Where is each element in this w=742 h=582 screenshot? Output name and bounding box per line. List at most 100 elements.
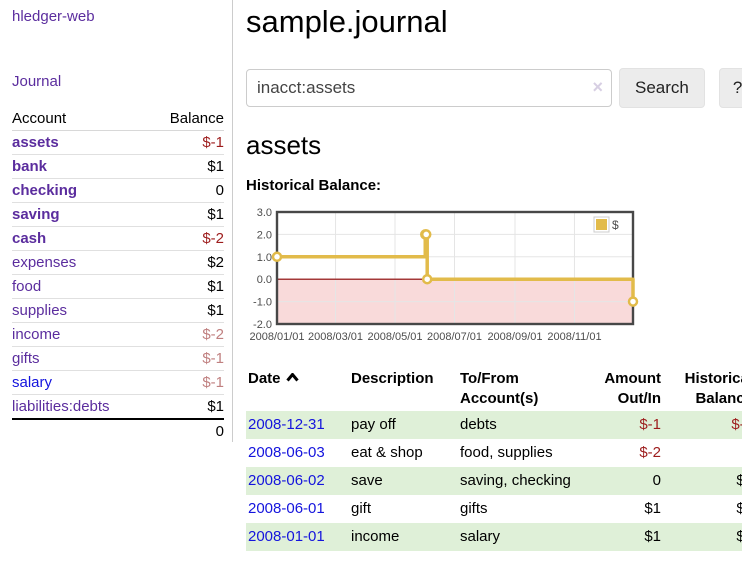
account-name-cell: liabilities:debts [12, 395, 148, 420]
transaction-amount: $-2 [639, 444, 661, 461]
transaction-description: save [351, 472, 383, 489]
transaction-description: income [351, 528, 400, 545]
legend-label: $ [612, 218, 619, 232]
transaction-accounts: gifts [460, 500, 488, 517]
account-link[interactable]: gifts [12, 350, 40, 367]
transaction-amount: $1 [644, 500, 661, 517]
account-link[interactable]: salary [12, 374, 53, 391]
register-col-amount: Amount Out/In [604, 370, 661, 407]
y-tick-label: 1.0 [257, 252, 272, 264]
x-tick-label: 2008/07/01 [427, 331, 482, 342]
account-row: bank $1 [12, 154, 224, 179]
transaction-accounts: food, supplies [460, 444, 553, 461]
y-tick-label: -1.0 [253, 297, 272, 309]
account-link[interactable]: bank [12, 158, 48, 175]
transaction-date: 2008-06-03 [246, 439, 349, 467]
x-tick-label: 2008/09/01 [487, 331, 542, 342]
page-title: sample.journal [246, 4, 448, 39]
account-link[interactable]: liabilities:debts [12, 398, 110, 415]
plot-border [275, 210, 635, 326]
transaction-date: 2008-01-01 [246, 523, 349, 551]
register-row: 2008-06-02 save saving, checking 0 $2 [246, 467, 742, 495]
account-row: liabilities:debts $1 [12, 395, 224, 420]
transaction-date: 2008-06-01 [246, 495, 349, 523]
accounts-col-account: Account [12, 107, 149, 131]
account-link[interactable]: saving [12, 206, 60, 223]
account-link[interactable]: cash [12, 230, 47, 247]
app-title-link[interactable]: hledger-web [12, 8, 95, 25]
register-row: 2008-06-01 gift gifts $1 $2 [246, 495, 742, 523]
account-link[interactable]: supplies [12, 302, 68, 319]
account-row: gifts $-1 [12, 346, 224, 371]
account-link[interactable]: expenses [12, 254, 77, 271]
transaction-date-link[interactable]: 2008-01-01 [248, 528, 325, 545]
account-name-cell: salary [12, 370, 149, 395]
search-input[interactable] [246, 69, 612, 107]
account-name-cell: income [12, 322, 149, 347]
account-balance: $-2 [148, 226, 224, 251]
account-balance: $1 [207, 398, 224, 415]
register-body: 2008-12-31 pay off debts $-1 $-1 2008-06-03 ea… [246, 411, 742, 551]
account-row: cash $-2 [12, 226, 224, 251]
accounts-table: Account Balance assets $-1 bank $1 checking 0… [12, 107, 224, 443]
account-balance: $-1 [148, 130, 224, 155]
transaction-amount: $1 [644, 528, 661, 545]
accounts-header-row: Account Balance [12, 107, 224, 131]
account-link[interactable]: food [12, 278, 42, 295]
account-link[interactable]: checking [12, 182, 78, 199]
transaction-accounts: salary [460, 528, 501, 545]
data-point [420, 229, 432, 240]
data-point [271, 251, 283, 263]
account-row: food $1 [12, 274, 224, 299]
transaction-date-link[interactable]: 2008-06-01 [248, 500, 325, 517]
account-row: salary $-1 [12, 370, 224, 395]
register-col-balance: Historical Balance [684, 370, 742, 407]
x-tick-label: 2008/03/01 [308, 331, 363, 342]
legend-swatch [596, 219, 607, 230]
transaction-date: 2008-06-02 [246, 467, 349, 495]
transaction-date: 2008-12-31 [246, 411, 349, 439]
register-row: 2008-06-03 eat & shop food, supplies $-20 [246, 439, 742, 467]
account-balance: $-1 [148, 346, 224, 371]
register-table: Date Description To/From Account(s) Amou… [246, 367, 742, 551]
register-col-date[interactable]: Date [246, 367, 349, 411]
clear-search-icon[interactable]: × [592, 77, 603, 97]
search-input-wrap: × [246, 69, 612, 107]
register-row: 2008-12-31 pay off debts $-1 $-1 [246, 411, 742, 439]
account-balance: $2 [148, 250, 224, 275]
help-button[interactable]: ? [718, 68, 742, 108]
account-row: checking 0 [12, 178, 224, 203]
account-balance: $1 [148, 202, 224, 227]
account-name-cell: food [12, 274, 149, 299]
account-name-cell: saving [12, 202, 149, 227]
transaction-balance: $2 [736, 472, 742, 489]
account-link[interactable]: assets [12, 134, 59, 151]
transaction-date-link[interactable]: 2008-06-02 [248, 472, 325, 489]
register-col-description: Description [351, 370, 434, 387]
data-point [627, 296, 639, 307]
transaction-balance: 0 [663, 439, 742, 467]
account-name-cell: supplies [12, 298, 149, 323]
transaction-date-link[interactable]: 2008-06-03 [248, 444, 325, 461]
y-tick-label: 0.0 [257, 274, 272, 286]
transaction-amount: 0 [652, 472, 661, 489]
register-col-accounts: To/From Account(s) [460, 370, 539, 407]
transaction-date-link[interactable]: 2008-12-31 [248, 416, 325, 433]
x-tick-label: 2008/11/01 [547, 331, 601, 342]
account-name-cell: checking [12, 178, 149, 203]
transaction-description: eat & shop [351, 444, 423, 461]
accounts-total-value: 0 [148, 418, 224, 443]
account-link[interactable]: income [12, 326, 61, 343]
accounts-col-balance: Balance [148, 107, 224, 131]
account-row: income $-2 [12, 322, 224, 347]
x-tick-label: 2008/05/01 [367, 331, 422, 342]
account-name-cell: bank [12, 154, 149, 179]
x-tick-label: 2008/01/01 [249, 331, 304, 342]
main-content: sample.journal × Search ? assets Histori… [233, 0, 742, 551]
search-button[interactable]: Search [619, 68, 705, 108]
sidebar-item-journal[interactable]: Journal [12, 73, 62, 90]
historical-balance-chart: 3.0 2.0 1.0 0.0 -1.0 -2.0 2008/01/01 2008/03/01… [243, 204, 742, 347]
transaction-balance: $2 [736, 500, 742, 517]
transaction-accounts: debts [460, 416, 497, 433]
